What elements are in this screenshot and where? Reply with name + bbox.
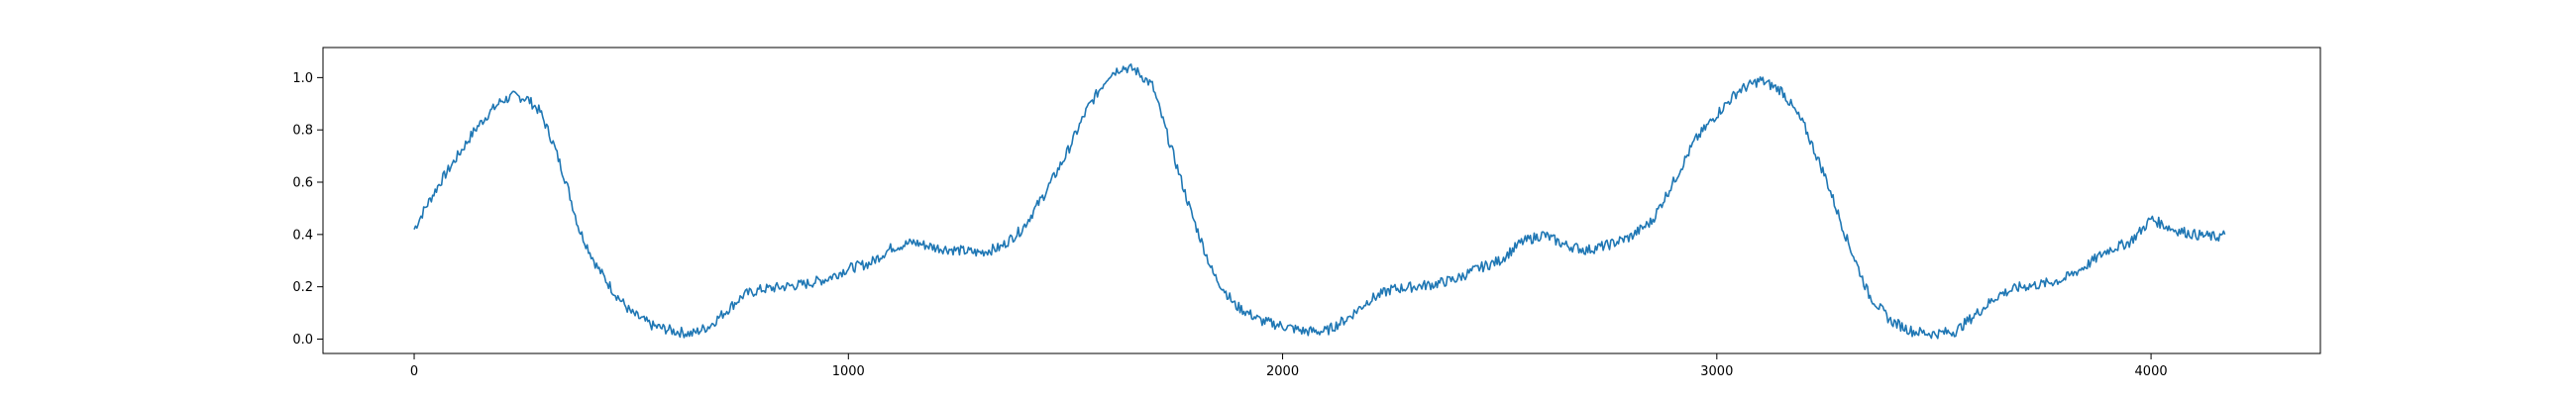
x-tick-label: 4000 [2135, 364, 2168, 379]
y-tick-label: 0.6 [292, 176, 313, 191]
series-layer [413, 63, 2226, 340]
plot-frame [322, 47, 2321, 354]
y-tick-label: 0.8 [292, 124, 313, 139]
y-tick-label: 0.2 [292, 280, 313, 295]
y-tick-label: 0.4 [292, 228, 313, 243]
x-tick-label: 2000 [1266, 364, 1299, 379]
x-tick-label: 0 [410, 364, 418, 379]
x-tick-label: 3000 [1700, 364, 1733, 379]
series-line [413, 63, 2226, 340]
y-tick-label: 1.0 [292, 71, 313, 86]
x-axis: 0 1000 2000 3000 4000 [410, 353, 2168, 379]
x-tick-label: 1000 [832, 364, 865, 379]
y-tick-label: 0.0 [292, 333, 313, 348]
y-axis: 0.0 0.2 0.4 0.6 0.8 1.0 [292, 71, 323, 348]
